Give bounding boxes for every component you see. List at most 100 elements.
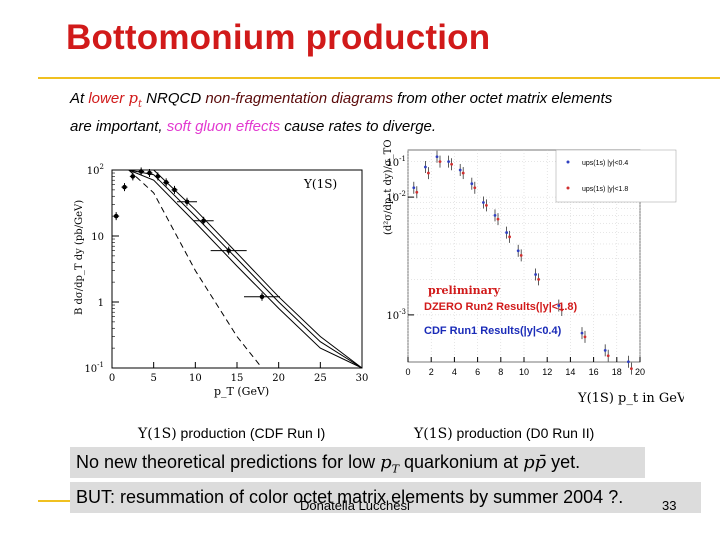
- data-point: [557, 304, 561, 307]
- data-point: [627, 360, 630, 364]
- title-divider: [38, 77, 720, 79]
- page-number: 33: [662, 498, 677, 513]
- x-tick-label: 18: [612, 367, 622, 377]
- math-ppbar: pp̄: [523, 452, 547, 473]
- theory-curve: [128, 169, 363, 369]
- text-span: cause rates to diverge.: [280, 118, 437, 135]
- slide-title: Bottomonium production: [66, 18, 491, 57]
- data-point: [496, 217, 500, 221]
- theory-curve: [128, 169, 363, 369]
- x-axis-label: Υ(1S) p_t in GeV: [577, 391, 684, 406]
- x-tick-label: 2: [429, 367, 434, 377]
- legend: ups(1s) |y|<0.4 ups(1s) |y|<1.8: [555, 149, 677, 203]
- text-span: are important,: [70, 118, 167, 135]
- y-tick-label: 10-1: [386, 155, 406, 169]
- upsilon-symbol: Υ(1S): [414, 426, 453, 442]
- caption-left: Υ(1S) production (CDF Run I): [138, 425, 325, 442]
- y-tick-label: 10: [91, 232, 104, 243]
- data-point: [435, 155, 439, 159]
- text-span: lower: [88, 90, 129, 107]
- text-span: quarkonium at: [399, 452, 524, 472]
- y-tick-label: 10-1: [84, 361, 104, 375]
- y-axis-label: B dσ/dp_T dy (pb/GeV): [74, 200, 85, 315]
- x-tick-label: 25: [314, 373, 327, 384]
- data-point: [427, 171, 430, 175]
- x-tick-label: 0: [405, 367, 410, 377]
- cdf-run1-plot: 0 5 10 15 20 25 30 102 10 1 10-1 Υ(1S) p_T (GeV) B…: [74, 163, 369, 398]
- x-tick-label: 0: [109, 373, 115, 384]
- data-point: [412, 186, 416, 190]
- x-tick-label: 8: [498, 367, 503, 377]
- annotation-cdf: CDF Run1 Results(|y|<0.4): [424, 325, 562, 337]
- note-resummation: BUT: resummation of color octet matrix e…: [70, 482, 701, 513]
- note-no-predictions: No new theoretical predictions for low p…: [70, 447, 645, 478]
- x-tick-label: 12: [542, 367, 552, 377]
- legend-marker: [566, 186, 570, 190]
- x-tick-label: 6: [475, 367, 480, 377]
- footer-author: Donatella Lucchesi: [300, 498, 410, 513]
- data-point: [450, 162, 453, 166]
- data-point: [505, 231, 508, 234]
- caption-right: Υ(1S) production (D0 Run II): [414, 425, 594, 442]
- x-tick-label: 30: [356, 373, 369, 384]
- data-point: [447, 160, 450, 164]
- upsilon-symbol: Υ(1S): [138, 426, 177, 442]
- data-point: [424, 165, 427, 169]
- x-tick-label: 20: [272, 373, 285, 384]
- data-point: [470, 182, 474, 186]
- data-point: [606, 354, 610, 358]
- data-point: [537, 278, 540, 281]
- y-tick-label: 10-3: [386, 308, 406, 322]
- x-tick-label: 14: [565, 367, 575, 377]
- plot-frame: [111, 169, 363, 369]
- text-span: soft gluon effects: [166, 118, 281, 135]
- caption-text: production (CDF Run I): [176, 425, 326, 441]
- data-point: [458, 168, 462, 172]
- data-point: [583, 335, 587, 339]
- text-span: At: [70, 90, 89, 107]
- data-point: [519, 253, 523, 257]
- legend-entry: ups(1s) |y|<1.8: [582, 186, 628, 193]
- text-span: No new theoretical predictions for low: [76, 452, 381, 472]
- x-tick-label: 16: [589, 367, 599, 377]
- math-sub: T: [391, 462, 400, 476]
- x-axis-label: p_T (GeV): [214, 385, 269, 398]
- d0-run2-plot: 0 2 4 6 8 10 12 14 16 18 20 10-1 10-2 10-3 Υ(1S) p_t …: [383, 140, 684, 406]
- math-pt: p: [128, 89, 138, 107]
- x-tick-label: 10: [519, 367, 529, 377]
- y-tick-label: 1: [98, 298, 104, 309]
- data-point: [473, 186, 477, 190]
- intro-line-2: are important, soft gluon effects cause …: [70, 118, 436, 135]
- y-axis-label: (d²σ/dp_t dy)/σ_TOT: [383, 140, 394, 235]
- y-tick-label: 10-2: [386, 190, 406, 204]
- data-point: [438, 160, 442, 164]
- caption-text: production (D0 Run II): [452, 425, 595, 441]
- data-point: [461, 171, 465, 175]
- data-point: [493, 213, 497, 217]
- x-tick-label: 4: [452, 367, 457, 377]
- math-sub: t: [137, 99, 142, 110]
- x-tick-label: 15: [231, 373, 244, 384]
- fragmentation-curve: [128, 169, 263, 369]
- data-point: [482, 201, 485, 204]
- data-point: [560, 308, 564, 312]
- intro-line-1: At lower pt NRQCD non-fragmentation diag…: [70, 89, 612, 110]
- x-tick-label: 5: [150, 373, 156, 384]
- data-point: [580, 331, 584, 335]
- theory-curve: [128, 169, 363, 369]
- data-point: [516, 249, 520, 253]
- x-tick-label: 20: [635, 367, 645, 377]
- text-span: yet.: [546, 452, 581, 472]
- text-span: from other octet matrix elements: [392, 90, 613, 107]
- chart-title: Υ(1S): [303, 177, 337, 191]
- text-span: non-fragmentation diagrams: [205, 90, 393, 107]
- y-tick-label: 102: [87, 163, 104, 177]
- data-point: [534, 273, 537, 276]
- math-pt: p: [380, 452, 392, 473]
- legend-marker: [566, 160, 570, 164]
- annotation-preliminary: preliminary: [428, 284, 501, 297]
- legend-entry: ups(1s) |y|<0.4: [582, 160, 628, 167]
- data-point: [508, 235, 511, 239]
- data-point: [485, 204, 488, 207]
- text-span: NRQCD: [142, 90, 206, 107]
